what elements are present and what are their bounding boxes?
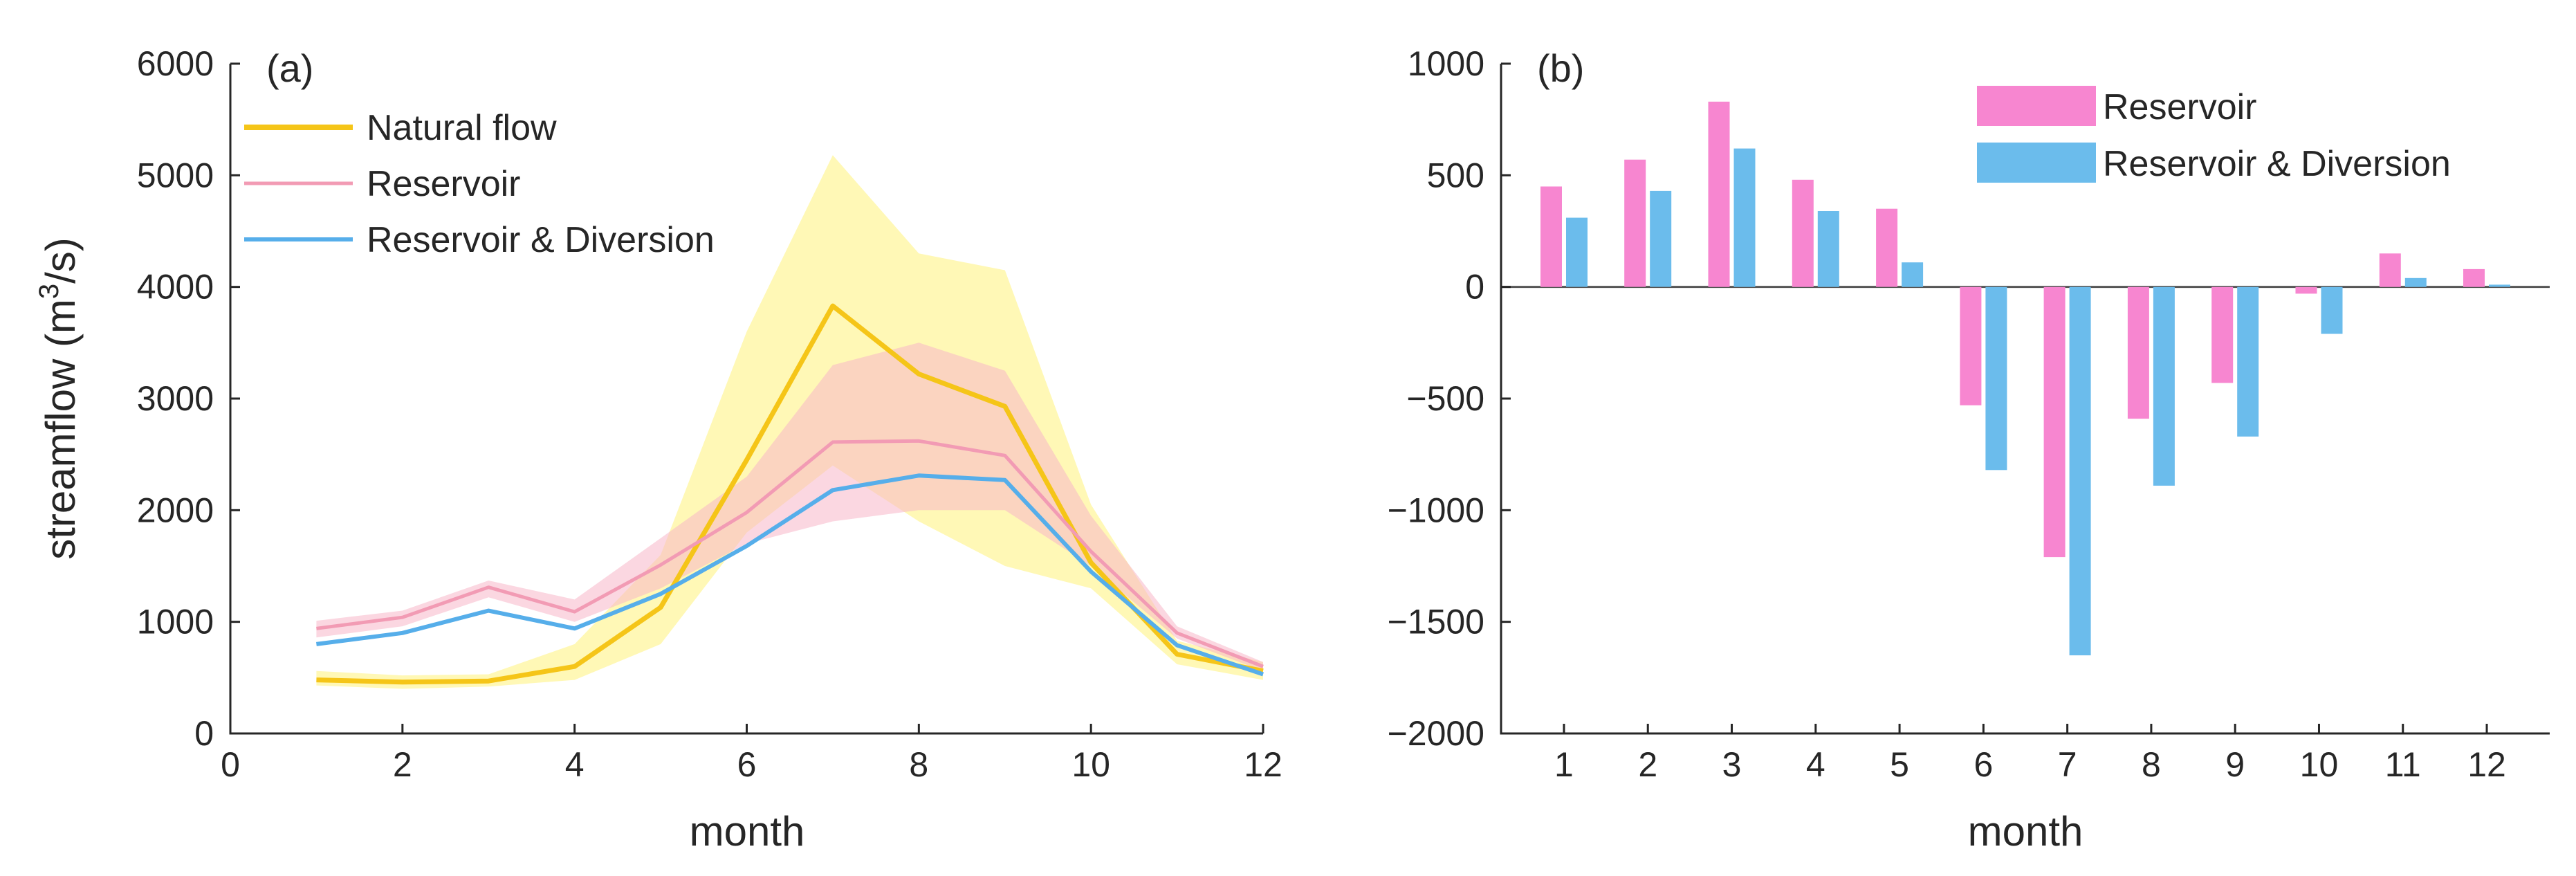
bar-reservoir-diversion-month-7 <box>2069 286 2091 656</box>
x-tick-label: 0 <box>221 745 240 784</box>
bars <box>1540 101 2510 656</box>
x-tick-label: 2 <box>393 745 412 784</box>
x-tick-label: 12 <box>2467 745 2506 784</box>
bar-reservoir-month-4 <box>1792 179 1814 287</box>
y-tick-label: 6000 <box>137 44 214 83</box>
x-tick-label: 5 <box>1890 745 1909 784</box>
y-tick-label: 4000 <box>137 268 214 307</box>
band-reservoir <box>316 343 1263 671</box>
bar-reservoir-diversion-month-2 <box>1650 190 1672 287</box>
y-axis-label-superscript: 3 <box>34 284 64 299</box>
x-tick-label: 4 <box>1806 745 1825 784</box>
bar-reservoir-month-3 <box>1708 101 1730 287</box>
bar-reservoir-diversion-month-9 <box>2237 286 2259 437</box>
legend-label-natural-flow: Natural flow <box>367 108 557 148</box>
series-line-natural-flow <box>316 303 1264 685</box>
bar-reservoir-month-12 <box>2463 268 2485 287</box>
legend-label-reservoir: Reservoir <box>367 164 521 204</box>
y-tick-label: 3000 <box>137 379 214 418</box>
bar-reservoir-month-9 <box>2211 286 2234 383</box>
y-tick-label: 1000 <box>1408 44 1484 83</box>
bar-reservoir-month-6 <box>1960 286 1982 405</box>
y-tick-label: 5000 <box>137 156 214 194</box>
x-tick-label: 11 <box>2385 745 2421 784</box>
chart-a-ticks: 0 2 4 6 8 10 12 0 1000 2000 3000 4000 5000 6000 <box>137 44 1282 784</box>
y-tick-label: −2000 <box>1388 714 1484 753</box>
legend-label-reservoir-bar: Reservoir <box>2103 87 2257 127</box>
bar-reservoir-diversion-month-1 <box>1566 217 1588 287</box>
chart-b-x-axis-label: month <box>1968 808 2083 855</box>
bar-reservoir-diversion-month-11 <box>2404 277 2427 287</box>
y-axis-label-prefix: streamflow (m <box>37 299 84 560</box>
uncertainty-bands <box>316 155 1263 689</box>
bar-reservoir-diversion-month-8 <box>2153 286 2175 486</box>
bar-reservoir-month-5 <box>1876 208 1898 287</box>
y-tick-label: 1000 <box>137 603 214 641</box>
y-tick-label: 0 <box>194 714 214 753</box>
x-tick-label: 7 <box>2058 745 2077 784</box>
x-tick-label: 10 <box>2300 745 2339 784</box>
x-tick-label: 8 <box>909 745 928 784</box>
series-lines <box>316 303 1264 685</box>
chart-a-y-axis-label: streamflow (m3/s) <box>34 237 84 560</box>
bar-reservoir-month-1 <box>1540 186 1562 287</box>
bar-reservoir-diversion-month-5 <box>1902 262 1924 287</box>
legend-label-reservoir-diversion-bar: Reservoir & Diversion <box>2103 144 2451 184</box>
legend-swatch-reservoir-diversion-bar <box>1977 143 2096 183</box>
x-tick-label: 6 <box>1974 745 1993 784</box>
x-tick-label: 10 <box>1071 745 1110 784</box>
bar-chart-panel: 1 2 3 4 5 6 7 8 9 10 11 12−2000−1500−1000−500050010… <box>1388 44 2550 855</box>
bar-reservoir-month-11 <box>2379 253 2401 287</box>
x-tick-label: 1 <box>1554 745 1574 784</box>
chart-b-legend: Reservoir Reservoir & Diversion <box>1977 86 2451 184</box>
bar-reservoir-diversion-month-6 <box>1985 286 2007 471</box>
x-tick-label: 12 <box>1244 745 1282 784</box>
legend-label-reservoir-diversion: Reservoir & Diversion <box>367 220 715 260</box>
chart-b-ticks: 1 2 3 4 5 6 7 8 9 10 11 12−2000−1500−1000−500050010… <box>1388 44 2506 784</box>
y-tick-label: 0 <box>1465 268 1484 307</box>
series-line-reservoir <box>316 439 1264 668</box>
x-tick-label: 2 <box>1638 745 1657 784</box>
bar-reservoir-month-8 <box>2127 286 2149 419</box>
chart-b-panel-label: (b) <box>1537 46 1584 90</box>
x-tick-label: 8 <box>2142 745 2161 784</box>
line-chart-panel: 0 2 4 6 8 10 12 0 1000 2000 3000 4000 5000 6000 (a) m… <box>34 44 1282 855</box>
x-tick-label: 9 <box>2225 745 2245 784</box>
chart-a-x-axis-label: month <box>690 808 805 855</box>
x-tick-label: 4 <box>565 745 585 784</box>
y-tick-label: −1000 <box>1388 491 1484 529</box>
bar-reservoir-diversion-month-10 <box>2321 286 2343 334</box>
x-tick-label: 6 <box>737 745 757 784</box>
y-tick-label: −500 <box>1406 379 1484 418</box>
bar-reservoir-month-2 <box>1624 159 1646 287</box>
series-line-reservoir-diversion <box>316 473 1264 677</box>
y-tick-label: 500 <box>1427 156 1484 194</box>
bar-reservoir-diversion-month-12 <box>2489 284 2510 287</box>
x-tick-label: 3 <box>1722 745 1742 784</box>
y-tick-label: −1500 <box>1388 603 1484 641</box>
chart-a-legend: Natural flow Reservoir Reservoir & Diver… <box>244 108 715 260</box>
bar-reservoir-month-10 <box>2295 286 2317 294</box>
legend-swatch-reservoir-bar <box>1977 86 2096 126</box>
y-tick-label: 2000 <box>137 491 214 529</box>
chart-a-panel-label: (a) <box>266 46 313 90</box>
bar-reservoir-diversion-month-3 <box>1733 148 1756 287</box>
bar-reservoir-diversion-month-4 <box>1817 211 1839 287</box>
bar-reservoir-month-7 <box>2043 286 2066 558</box>
y-axis-label-suffix: /s) <box>37 237 84 284</box>
